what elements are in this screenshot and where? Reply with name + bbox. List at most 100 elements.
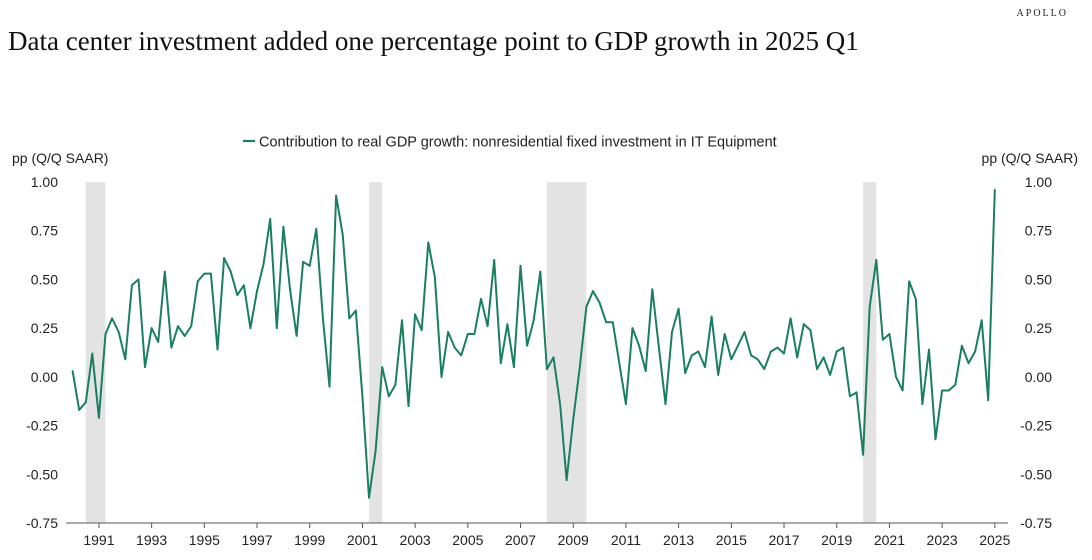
data-point [592,290,594,292]
data-point [802,323,805,326]
data-point [796,356,799,359]
data-point [407,405,410,407]
data-point [756,358,759,361]
data-point [91,352,94,355]
data-point [381,366,384,368]
data-point [256,290,258,292]
recession-band-3 [863,182,877,523]
data-point [941,389,943,392]
data-point [414,313,416,316]
x-tick-label: 1991 [83,532,114,548]
y-tick-right: -0.25 [1020,418,1052,434]
data-point [723,333,726,335]
y-tick-right: 0.75 [1025,223,1052,239]
legend: Contribution to real GDP growth: nonresi… [243,135,777,151]
x-tick-label: 2017 [768,532,799,548]
data-point [763,368,766,370]
data-point [275,327,278,329]
y-tick-left: 0.75 [31,223,58,239]
data-point [322,317,324,320]
data-point [658,346,660,349]
data-point [223,257,226,259]
data-point [71,370,74,372]
data-point [269,218,272,220]
data-point [618,362,621,365]
data-point [572,418,575,421]
data-point [987,399,990,402]
brand-logo: APOLLO [1016,8,1068,19]
x-tick-label: 2021 [874,532,905,548]
data-point [961,344,963,347]
chart-title: Data center investment added one percent… [8,26,859,56]
x-tick-label: 2011 [611,532,641,548]
x-tick-label: 2019 [821,532,852,548]
x-tick-label: 1997 [241,532,272,548]
data-point [901,389,904,392]
data-point [881,338,884,341]
y-tick-left: -0.75 [26,515,58,531]
data-point [888,333,891,335]
x-tick-label: 2009 [558,532,589,548]
data-point [908,280,911,283]
y-tick-right: 1.00 [1025,174,1052,190]
recession-band-1 [369,182,383,523]
x-tick-label: 1995 [189,532,220,548]
data-point [361,395,364,398]
data-point [420,329,423,331]
data-point [993,188,996,191]
data-point [124,358,127,361]
data-point [335,194,337,197]
legend-label: Contribution to real GDP growth: nonresi… [259,135,777,151]
data-point [671,331,673,333]
y-tick-left: 1.00 [31,174,58,190]
data-point [163,270,166,273]
y-tick-left: 0.25 [31,320,58,336]
data-point [506,323,509,326]
x-tick-label: 2013 [663,532,694,548]
series-line [71,189,996,499]
data-point [770,350,772,353]
data-point [236,294,239,296]
data-point [578,366,581,368]
data-point [177,325,179,328]
data-point [947,389,950,392]
data-point [111,317,113,320]
data-point [809,329,812,331]
data-point [605,321,608,324]
data-point [493,259,496,261]
y-tick-left: 0.00 [31,369,58,385]
data-point [210,272,212,275]
data-point [150,327,153,329]
data-point [401,319,403,322]
data-point [954,383,957,386]
x-tick-label: 2015 [716,532,747,548]
data-point [513,366,515,368]
data-point [117,331,120,333]
data-point [631,327,634,329]
data-point [368,496,370,499]
data-point [229,270,232,273]
data-point [789,317,792,320]
y-axis-label-left: pp (Q/Q SAAR) [12,150,108,166]
data-point [914,298,917,300]
data-point [480,298,482,300]
data-point [157,340,160,343]
data-point [203,272,206,275]
data-point [460,354,463,357]
data-point [842,346,845,349]
data-point [552,356,555,359]
right-y-axis: 1.00 0.75 0.50 0.25 0.00 -0.25 -0.50 -0.75 [1020,174,1052,531]
data-point [677,307,680,310]
data-point [131,284,133,287]
y-axis-label-right: pp (Q/Q SAAR) [982,150,1078,166]
data-point [611,321,614,324]
series [71,188,996,499]
data-point [394,383,397,386]
data-point [849,395,851,398]
data-point [499,362,502,365]
data-point [585,305,588,308]
data-point [565,479,568,481]
y-tick-right: -0.50 [1020,466,1052,482]
data-point [190,325,193,328]
data-point [473,333,476,335]
